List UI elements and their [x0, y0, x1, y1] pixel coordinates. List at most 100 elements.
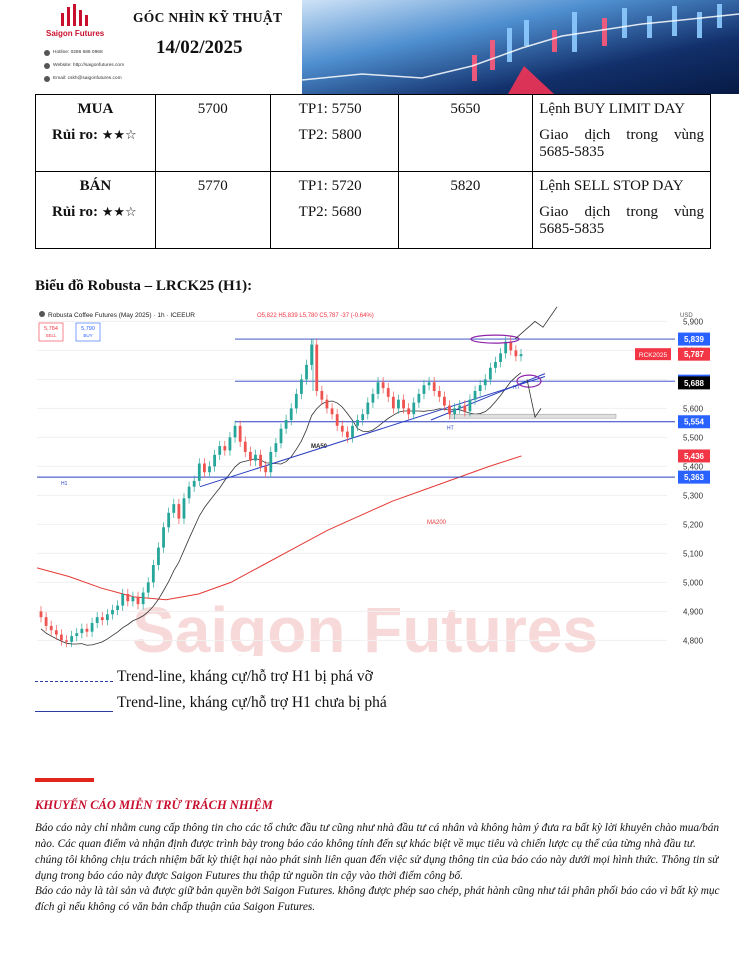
candle-body: [289, 408, 293, 420]
price-tag: [678, 347, 710, 361]
brand-name: Saigon Futures: [46, 29, 105, 38]
legend-intact: Trend-line, kháng cự/hỗ trợ H1 chưa bị p…: [35, 694, 387, 712]
candle-body: [248, 451, 252, 461]
ht-label-lower: HT: [447, 426, 454, 432]
currency-label: USD: [680, 313, 693, 319]
sell-button: [38, 322, 64, 342]
candle-body: [223, 446, 227, 451]
candle-body: [70, 636, 74, 642]
candle-body: [80, 628, 84, 634]
candle-body: [131, 596, 135, 602]
candle-body: [422, 385, 426, 394]
price-tag: [678, 449, 710, 463]
contact-website[interactable]: Website: http://saigonfutures.com: [44, 59, 124, 72]
candle-body: [402, 399, 405, 409]
candle-body: [65, 640, 68, 642]
legend-broken-label: Trend-line, kháng cự/hỗ trợ H1 bị phá vỡ: [117, 668, 373, 685]
tp2-value: TP2: 5680: [298, 204, 362, 220]
contact-email[interactable]: Email: cskh@saigonfutures.com: [44, 72, 124, 85]
candle-body: [519, 354, 523, 357]
y-tick-label: 5,000: [683, 578, 704, 587]
candle-body: [60, 634, 63, 641]
candle-body: [116, 605, 119, 610]
tp1-value: TP1: 5720: [298, 178, 362, 194]
disclaimer-paragraph-1: Báo cáo này chỉ nhằm cung cấp thông tin …: [35, 822, 720, 882]
price-tag-label: 5,688: [684, 379, 705, 388]
candle-body: [284, 420, 288, 429]
candle-body: [453, 408, 457, 415]
candle-body: [376, 382, 380, 394]
candle-body: [448, 405, 451, 415]
divider-bar: [35, 778, 94, 782]
buy-price: 5,790: [81, 326, 95, 332]
candle-body: [488, 367, 492, 380]
price-tag: [678, 376, 710, 390]
candle-body: [366, 402, 370, 415]
candle-body: [44, 617, 48, 626]
candle-body: [182, 498, 186, 519]
bearish-path-arrow: [526, 379, 542, 419]
ma50-label: MA50: [311, 444, 328, 450]
candle-body: [146, 582, 150, 593]
entry-cell: 5770: [154, 171, 271, 249]
globe-icon: [44, 62, 50, 69]
candle-body: [437, 391, 441, 397]
candle-body: [126, 594, 130, 602]
report-header: Saigon Futures Hotline: 0286 686 0968 We…: [0, 0, 739, 94]
risk-rating: Rủi ro: ★★☆: [52, 127, 137, 143]
candle-body: [463, 405, 467, 412]
candle-body: [136, 596, 140, 605]
y-tick-label: 5,600: [683, 404, 704, 413]
candle-body: [315, 344, 319, 391]
price-tag-label: 5,787: [684, 350, 705, 359]
brand: Saigon Futures: [40, 4, 128, 44]
candle-body: [330, 408, 334, 415]
disclaimer-paragraph-2: Báo cáo này là tài sản và được giữ bản q…: [35, 885, 720, 913]
symbol-icon: [39, 311, 45, 317]
candle-body: [197, 463, 201, 481]
table-row-buy: MUA Rủi ro: ★★☆ 5700 TP1: 5750 TP2: 5800…: [35, 94, 711, 172]
candle-body: [203, 463, 206, 473]
order-cell: Lệnh SELL STOP DAY Giao dịch trong vùng …: [532, 171, 711, 249]
side-label: MUA: [77, 101, 114, 117]
y-tick-label: 5,400: [683, 462, 704, 471]
candle-body: [504, 341, 508, 354]
candle-body: [187, 486, 191, 499]
candle-body: [391, 396, 395, 409]
candle-body: [478, 385, 482, 391]
mail-icon: [44, 75, 50, 82]
target-cell: TP1: 5720 TP2: 5680: [269, 171, 399, 249]
candle-body: [151, 565, 155, 583]
candle-body: [417, 393, 421, 403]
candle-body: [473, 391, 477, 400]
legend-broken: Trend-line, kháng cự/hỗ trợ H1 bị phá vỡ: [35, 668, 373, 686]
h1-label: H1: [61, 481, 68, 487]
chart-watermark: Saigon Futures: [132, 594, 598, 656]
tp2-value: TP2: 5800: [298, 127, 362, 143]
resistance-ellipse: [470, 334, 520, 344]
target-cell: TP1: 5750 TP2: 5800: [269, 94, 399, 172]
price-tag-label: 5,839: [684, 335, 705, 344]
contact-hotline: Hotline: 0286 686 0968: [44, 46, 124, 59]
candle-body: [100, 617, 104, 621]
y-tick-label: 4,900: [683, 607, 704, 616]
candle-body: [356, 420, 359, 426]
candle-body: [218, 446, 222, 455]
price-tag-symbol: [635, 348, 671, 361]
phone-icon: [44, 49, 50, 56]
candle-body: [274, 443, 278, 452]
candle-body: [335, 414, 339, 426]
candle-body: [167, 512, 171, 528]
price-tag-label: 5,554: [684, 418, 705, 427]
y-tick-label: 4,800: [683, 636, 704, 645]
price-tag: [678, 415, 710, 429]
price-tag: [678, 332, 710, 346]
risk-stars: ★★☆: [101, 128, 137, 143]
zone-text: Giao dịch trong vùng: [539, 127, 704, 143]
trendline-support: [199, 376, 546, 488]
disclaimer-title: KHUYẾN CÁO MIỄN TRỪ TRÁCH NHIỆM: [35, 798, 273, 812]
side-cell: BÁN Rủi ro: ★★☆: [35, 171, 156, 249]
candle-body: [192, 480, 196, 487]
candle-body: [54, 630, 58, 635]
candle-body: [141, 592, 145, 605]
